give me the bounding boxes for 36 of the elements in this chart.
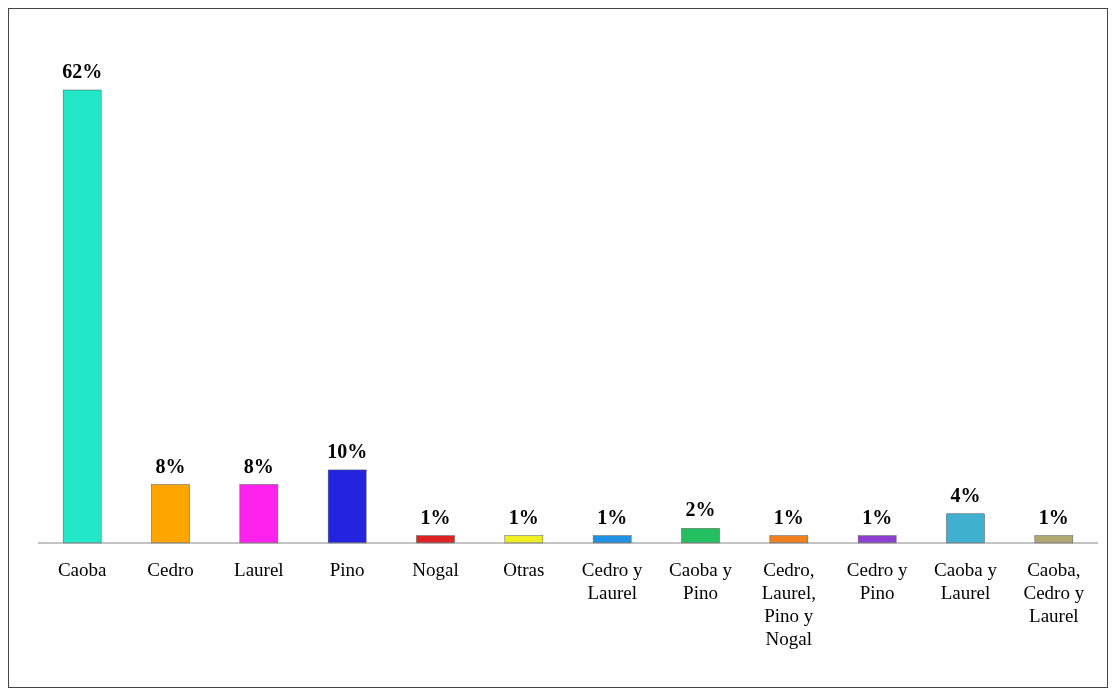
bar [681, 528, 720, 544]
bar [592, 535, 632, 544]
x-tick-label: Cedro y Laurel [581, 559, 644, 603]
data-label: 1% [597, 505, 628, 528]
data-label: 1% [773, 505, 804, 528]
bar [62, 89, 102, 544]
data-label: 8% [155, 454, 186, 477]
data-label: 62% [62, 60, 103, 82]
data-label: 2% [685, 498, 716, 521]
x-tick-label: Otras [503, 559, 545, 580]
bar [769, 535, 809, 544]
bar [239, 484, 279, 544]
bar [327, 469, 367, 544]
bar [416, 535, 455, 544]
x-tick-label: Laurel [234, 559, 284, 580]
data-label: 1% [508, 505, 539, 528]
data-label: 4% [950, 483, 981, 506]
x-tick-label: Caoba y Pino [669, 559, 733, 603]
data-label: 1% [862, 505, 893, 528]
bar [1034, 535, 1074, 544]
x-tick-label: Cedro [147, 559, 194, 580]
bar [504, 535, 544, 544]
bar [946, 513, 985, 544]
x-tick-label: Cedro y Pino [846, 559, 909, 603]
x-tick-label: Caoba, Cedro y Laurel [1023, 559, 1085, 626]
bar [857, 535, 897, 544]
data-label: 1% [420, 505, 451, 528]
x-tick-label: Pino [329, 559, 365, 580]
x-tick-label: Caoba y Laurel [934, 559, 998, 603]
data-label: 1% [1038, 505, 1069, 528]
data-label: 10% [327, 439, 368, 462]
bar [151, 484, 190, 544]
x-tick-label: Cedro, Laurel, Pino y Nogal [761, 559, 816, 649]
x-tick-label: Nogal [412, 559, 459, 580]
x-tick-label: Caoba [57, 559, 107, 580]
data-label: 8% [243, 454, 274, 477]
